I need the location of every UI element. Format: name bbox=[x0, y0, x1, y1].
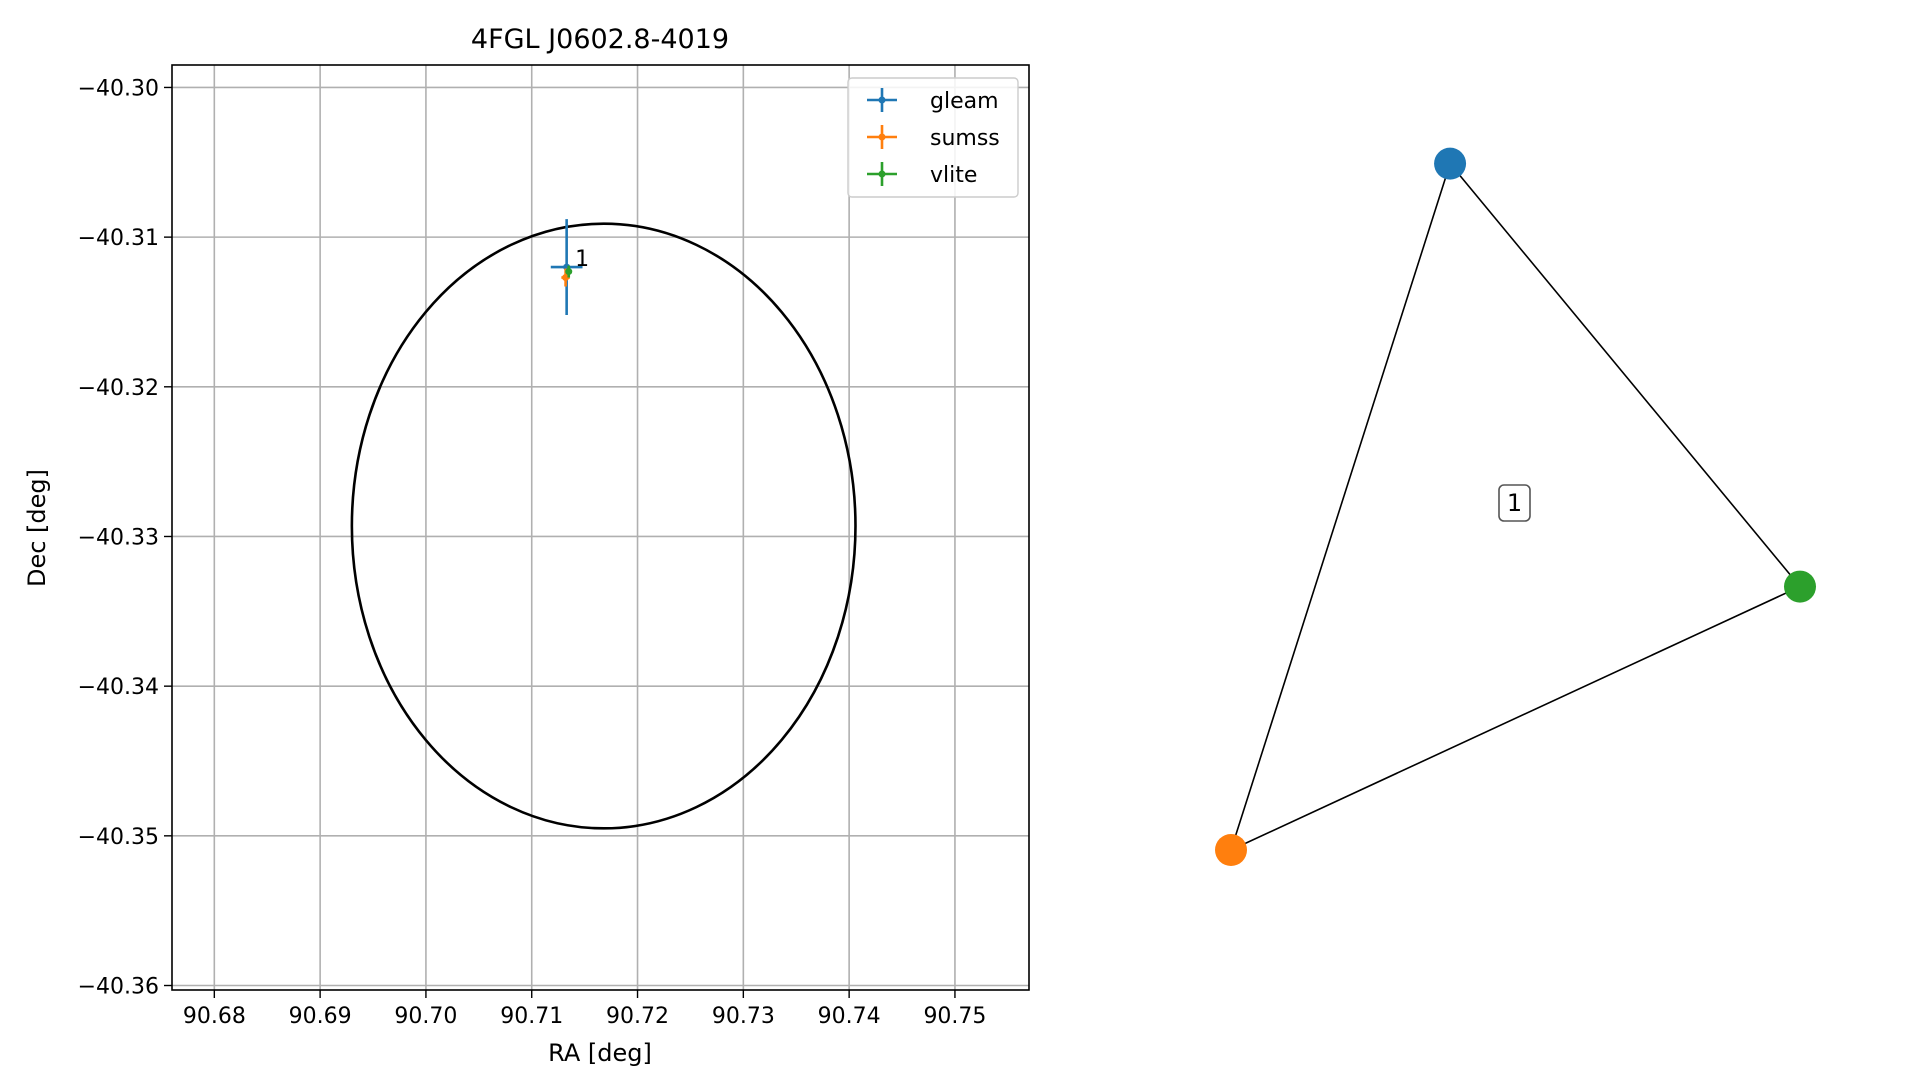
point-sumss bbox=[562, 274, 570, 282]
network-diagram: 1 bbox=[1215, 147, 1816, 866]
x-tick-label: 90.69 bbox=[289, 1004, 352, 1029]
x-tick-label: 90.70 bbox=[394, 1004, 457, 1029]
y-tick-label: −40.36 bbox=[78, 975, 159, 1000]
source-markers bbox=[550, 219, 583, 315]
node-sumss bbox=[1215, 834, 1247, 866]
annotations: 1 bbox=[575, 247, 589, 272]
axes-frame bbox=[171, 64, 1030, 991]
legend-marker-gleam bbox=[878, 96, 886, 104]
x-tick-label: 90.74 bbox=[818, 1004, 881, 1029]
legend-label-gleam: gleam bbox=[930, 89, 999, 114]
x-tick-label: 90.72 bbox=[606, 1004, 669, 1029]
node-vlite bbox=[1784, 570, 1816, 603]
point-vlite bbox=[565, 268, 573, 276]
y-tick-label: −40.30 bbox=[78, 76, 159, 101]
network-label-box: 1 bbox=[1498, 484, 1531, 522]
y-tick-label: −40.35 bbox=[78, 825, 159, 850]
legend-marker-sumss bbox=[878, 133, 886, 141]
edge-sumss-vlite bbox=[1230, 585, 1801, 851]
node-gleam bbox=[1434, 147, 1467, 180]
source-annotation: 1 bbox=[575, 247, 589, 272]
x-tick-label: 90.71 bbox=[500, 1004, 563, 1029]
legend-box bbox=[847, 77, 1019, 198]
localization-ellipse-group bbox=[350, 222, 857, 830]
edge-gleam-sumss bbox=[1230, 163, 1451, 851]
legend: gleam sumss vlite bbox=[847, 77, 1019, 198]
chart-title: 4FGL J0602.8-4019 bbox=[471, 24, 729, 55]
y-axis-label: Dec [deg] bbox=[23, 469, 51, 587]
x-ticks: 90.68 90.69 90.70 90.71 90.72 90.73 90.74 90.75 bbox=[183, 990, 986, 1029]
legend-label-sumss: sumss bbox=[930, 126, 1000, 151]
network-edges bbox=[1230, 163, 1801, 851]
network-nodes bbox=[1215, 147, 1816, 866]
sky-position-plot: 1 90.68 90.69 90.70 90.71 90.72 90.73 90.74 90.… bbox=[23, 24, 1030, 1067]
x-tick-label: 90.75 bbox=[923, 1004, 986, 1029]
x-tick-label: 90.68 bbox=[183, 1004, 246, 1029]
legend-marker-vlite bbox=[878, 170, 886, 178]
network-label: 1 bbox=[1507, 489, 1522, 517]
legend-label-vlite: vlite bbox=[930, 163, 977, 188]
y-tick-label: −40.31 bbox=[78, 226, 159, 251]
y-tick-label: −40.33 bbox=[78, 525, 159, 550]
y-tick-label: −40.34 bbox=[78, 675, 159, 700]
grid-lines bbox=[172, 65, 1029, 990]
edge-gleam-vlite bbox=[1449, 163, 1801, 588]
x-axis-label: RA [deg] bbox=[548, 1039, 652, 1067]
errorbar-vlite bbox=[565, 265, 573, 278]
y-tick-label: −40.32 bbox=[78, 376, 159, 401]
y-ticks: −40.30 −40.31 −40.32 −40.33 −40.34 −40.35 −40.… bbox=[78, 76, 172, 1000]
localization-ellipse bbox=[350, 222, 857, 830]
x-tick-label: 90.73 bbox=[712, 1004, 775, 1029]
